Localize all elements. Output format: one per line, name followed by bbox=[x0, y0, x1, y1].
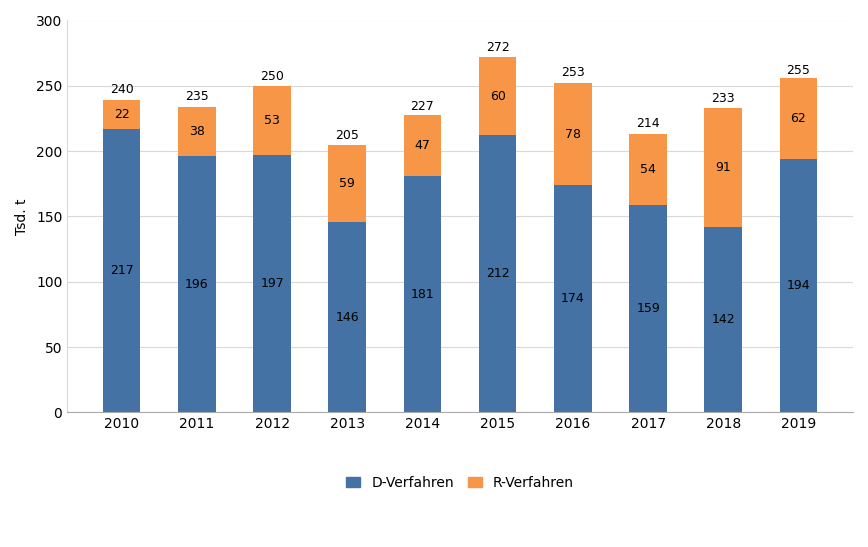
Bar bbox=[705, 227, 742, 412]
Bar bbox=[253, 155, 291, 412]
Text: 250: 250 bbox=[260, 70, 284, 83]
Bar bbox=[103, 129, 141, 412]
Text: 60: 60 bbox=[490, 90, 506, 103]
Bar bbox=[328, 144, 366, 222]
Text: 217: 217 bbox=[110, 264, 134, 277]
Bar bbox=[479, 57, 516, 136]
Bar bbox=[554, 185, 592, 412]
Text: 38: 38 bbox=[189, 125, 205, 138]
Bar bbox=[404, 176, 441, 412]
Text: 59: 59 bbox=[339, 177, 355, 190]
Text: 272: 272 bbox=[486, 42, 510, 55]
Text: 196: 196 bbox=[185, 278, 208, 291]
Text: 159: 159 bbox=[636, 302, 660, 315]
Text: 197: 197 bbox=[260, 277, 284, 290]
Bar bbox=[178, 156, 215, 412]
Bar bbox=[629, 205, 667, 412]
Y-axis label: Tsd. t: Tsd. t bbox=[15, 198, 29, 235]
Text: 227: 227 bbox=[411, 100, 434, 113]
Bar bbox=[404, 114, 441, 176]
Bar bbox=[629, 134, 667, 205]
Legend: D-Verfahren, R-Verfahren: D-Verfahren, R-Verfahren bbox=[341, 470, 580, 496]
Text: 78: 78 bbox=[565, 127, 581, 141]
Text: 181: 181 bbox=[411, 288, 434, 301]
Text: 146: 146 bbox=[335, 311, 359, 323]
Text: 53: 53 bbox=[264, 114, 280, 127]
Text: 62: 62 bbox=[791, 112, 806, 125]
Text: 212: 212 bbox=[486, 267, 510, 281]
Text: 194: 194 bbox=[786, 279, 811, 292]
Bar bbox=[253, 86, 291, 155]
Bar bbox=[779, 159, 818, 412]
Bar bbox=[479, 136, 516, 412]
Bar bbox=[705, 108, 742, 227]
Text: 214: 214 bbox=[636, 117, 660, 130]
Text: 240: 240 bbox=[110, 83, 134, 96]
Text: 54: 54 bbox=[640, 163, 656, 176]
Text: 253: 253 bbox=[561, 66, 585, 79]
Bar bbox=[554, 83, 592, 185]
Text: 255: 255 bbox=[786, 63, 811, 77]
Text: 235: 235 bbox=[185, 90, 209, 103]
Bar bbox=[178, 107, 215, 156]
Text: 233: 233 bbox=[712, 92, 735, 106]
Text: 47: 47 bbox=[415, 139, 431, 152]
Text: 174: 174 bbox=[561, 292, 585, 305]
Bar bbox=[328, 222, 366, 412]
Text: 22: 22 bbox=[114, 108, 129, 121]
Text: 205: 205 bbox=[335, 129, 359, 142]
Bar bbox=[103, 100, 141, 129]
Text: 142: 142 bbox=[712, 313, 735, 326]
Bar bbox=[779, 78, 818, 159]
Text: 91: 91 bbox=[715, 161, 731, 174]
